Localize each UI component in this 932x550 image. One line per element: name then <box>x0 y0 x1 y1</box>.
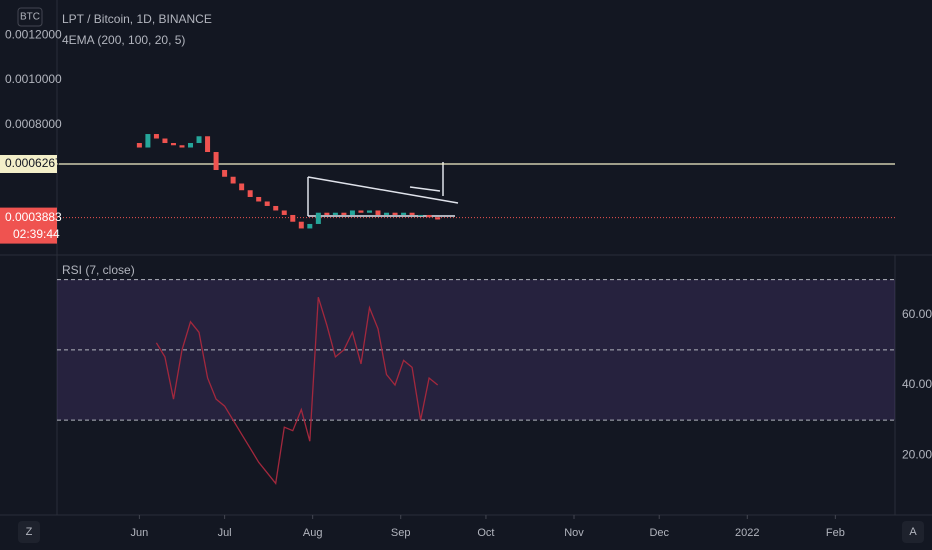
x-tick-label: Sep <box>391 527 411 539</box>
candle <box>307 223 313 229</box>
candle <box>409 212 415 215</box>
candle <box>349 210 355 215</box>
candle <box>332 212 338 215</box>
candle <box>290 214 296 222</box>
countdown-label: 02:39:44 <box>13 227 60 241</box>
rsi-line <box>155 297 439 485</box>
candle <box>222 170 228 177</box>
candle <box>264 201 270 206</box>
x-tick-label: Nov <box>564 527 584 539</box>
indicator-title: 4EMA (200, 100, 20, 5) <box>62 33 185 47</box>
x-tick-label: 2022 <box>735 527 759 539</box>
y-tick-label: 0.0008000 <box>5 117 62 131</box>
candle <box>426 214 432 218</box>
candle <box>341 212 347 215</box>
candle <box>392 212 398 215</box>
symbol-title: LPT / Bitcoin, 1D, BINANCE <box>62 12 212 26</box>
auto-button[interactable] <box>902 521 924 543</box>
candle <box>170 143 176 146</box>
candle <box>196 136 202 144</box>
last-price-label: 0.0003883 <box>5 210 62 224</box>
trend-drawing <box>409 186 441 192</box>
candle <box>418 214 424 216</box>
log-button-label: Z <box>26 526 33 538</box>
candle <box>247 190 253 197</box>
x-tick-label: Dec <box>649 527 669 539</box>
currency-button[interactable] <box>17 7 43 27</box>
candle <box>375 210 381 215</box>
candle <box>401 212 407 215</box>
candle <box>205 136 211 153</box>
candle <box>358 210 364 213</box>
candle <box>315 212 321 224</box>
trend-drawing <box>307 176 459 204</box>
candle <box>188 143 194 148</box>
candle <box>366 210 372 213</box>
candle <box>239 183 245 191</box>
candle <box>230 176 236 184</box>
candle <box>256 196 262 202</box>
candle <box>162 138 168 144</box>
x-tick-label: Oct <box>477 527 494 539</box>
candle <box>136 143 142 148</box>
rsi-title: RSI (7, close) <box>62 263 135 277</box>
candle <box>213 152 219 170</box>
y-tick-label: 0.0012000 <box>5 27 62 41</box>
rsi-band <box>57 279 895 421</box>
x-tick-label: Feb <box>826 527 845 539</box>
rsi-tick-label: 40.00 <box>902 377 932 391</box>
auto-button-label: A <box>909 526 917 538</box>
rsi-tick-label: 60.00 <box>902 307 932 321</box>
x-tick-label: Aug <box>303 527 323 539</box>
rsi-tick-label: 20.00 <box>902 447 932 461</box>
level-tag <box>0 154 57 173</box>
last-price-tag <box>0 207 57 244</box>
candle <box>298 221 304 229</box>
x-tick-label: Jun <box>131 527 149 539</box>
candle <box>153 134 159 139</box>
candle <box>435 217 441 220</box>
x-tick-label: Jul <box>218 527 232 539</box>
candle <box>384 212 390 215</box>
candle <box>179 145 185 148</box>
log-button[interactable] <box>18 521 40 543</box>
candle <box>281 210 287 215</box>
candle <box>273 205 279 211</box>
candle <box>324 212 330 215</box>
level-tag-label: 0.0006267 <box>5 156 62 170</box>
y-tick-label: 0.0010000 <box>5 72 62 86</box>
currency-label: BTC <box>20 12 40 23</box>
candle <box>145 134 151 148</box>
